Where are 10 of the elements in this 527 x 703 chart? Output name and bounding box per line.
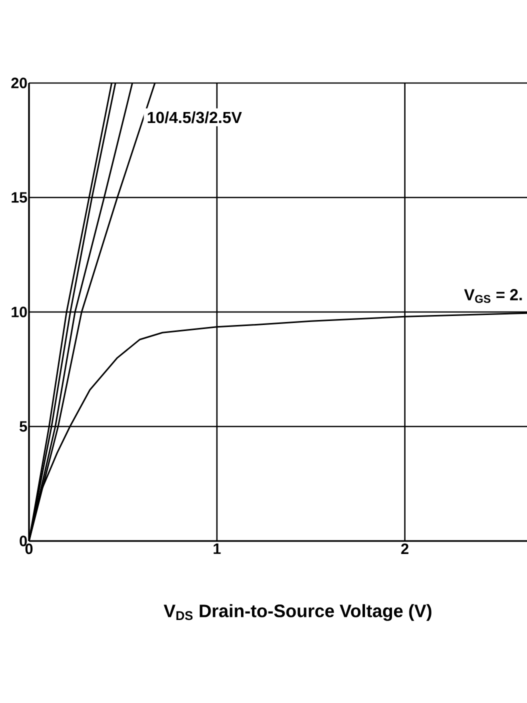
x-tick-label: 2: [401, 544, 408, 554]
annotation: V$_{GS}$ = 2.: [464, 289, 522, 303]
y-tick-label: 15: [12, 192, 28, 203]
y-tick-label: 10: [12, 306, 27, 318]
y-tick-label: 0: [20, 536, 27, 546]
y-tick-label: 5: [20, 421, 28, 432]
annotation: 10/4.5/3/2.5V: [148, 111, 242, 124]
x-tick-label: 1: [214, 544, 221, 554]
y-tick-label: 20: [11, 78, 27, 88]
x-axis-title: V$_{DS}$ Drain-to-Source Voltage (V): [164, 604, 432, 621]
